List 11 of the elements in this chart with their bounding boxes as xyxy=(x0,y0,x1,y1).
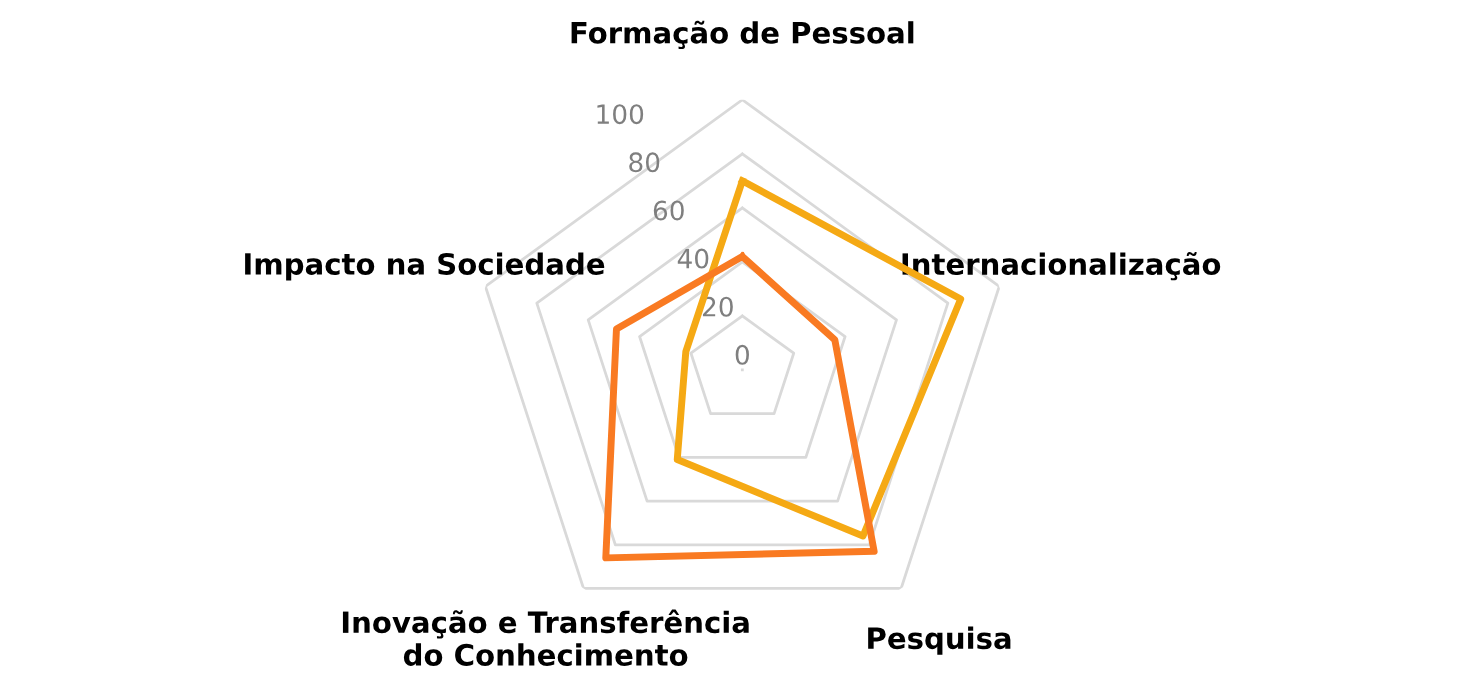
y-tick-label: 20 xyxy=(702,296,733,317)
y-tick-label: 60 xyxy=(653,200,684,221)
spoke-label: Inovação e Transferência do Conhecimento xyxy=(342,609,749,666)
y-tick-label: 40 xyxy=(677,248,709,269)
y-tick-label: 80 xyxy=(629,152,660,173)
spoke-label: Formação de Pessoal xyxy=(571,20,914,50)
spoke-label: Impacto na Sociedade xyxy=(245,252,605,281)
y-tick-label: 0 xyxy=(735,344,749,365)
spoke-label: Pesquisa xyxy=(868,626,1011,655)
spoke-label: Internacionalização xyxy=(902,251,1221,281)
y-tick-label: 100 xyxy=(597,104,644,125)
